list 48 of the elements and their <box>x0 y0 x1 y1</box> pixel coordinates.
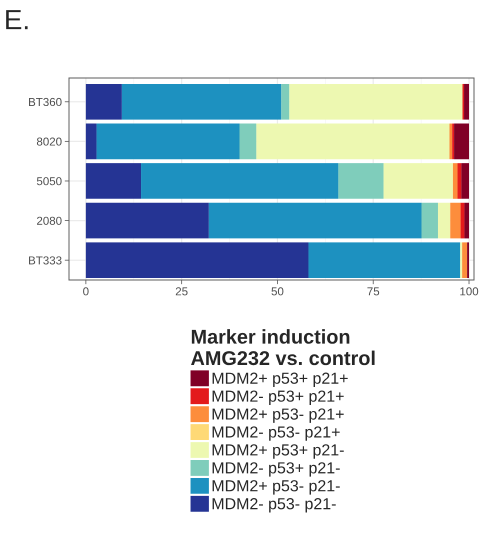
bar <box>452 163 458 199</box>
bar <box>86 242 308 278</box>
bar <box>384 163 453 199</box>
x-tick-label: 75 <box>367 287 380 296</box>
bar <box>86 202 209 238</box>
bar <box>450 202 461 238</box>
bar <box>289 84 463 120</box>
bar <box>464 84 470 120</box>
bar <box>96 124 240 160</box>
bar <box>86 124 97 160</box>
bar <box>240 124 256 160</box>
bar <box>460 202 464 238</box>
bar <box>208 202 422 238</box>
bar <box>438 202 450 238</box>
y-tick-label: BT333 <box>29 256 62 264</box>
bar <box>141 163 338 199</box>
legend-label: MDM2- p53+ p21+ <box>212 390 344 405</box>
bar <box>422 202 438 238</box>
bar <box>462 242 468 278</box>
bar <box>122 84 282 120</box>
bar <box>86 163 142 199</box>
x-tick-label: 50 <box>271 287 284 296</box>
bar <box>256 124 450 160</box>
y-tick-label: 2080 <box>36 216 62 225</box>
y-tick-label: BT360 <box>29 98 62 106</box>
legend-label: MDM2+ p53- p21+ <box>212 408 344 423</box>
bar <box>454 124 470 160</box>
legend-label: MDM2- p53- p21- <box>212 498 336 513</box>
x-tick-label: 100 <box>460 287 478 296</box>
legend-label: MDM2- p53- p21+ <box>212 426 340 441</box>
bar <box>86 84 122 120</box>
bar <box>308 242 460 278</box>
x-tick-label: 25 <box>176 287 188 296</box>
legend-label: MDM2+ p53- p21- <box>212 480 340 495</box>
legend-label: MDM2- p53+ p21- <box>212 462 340 477</box>
bar <box>458 163 462 199</box>
bar <box>281 84 290 120</box>
legend-label: MDM2+ p53+ p21+ <box>212 372 348 388</box>
bar <box>461 163 470 199</box>
y-tick-label: 5050 <box>36 177 62 186</box>
y-tick-label: 8020 <box>36 138 62 146</box>
legend-label: MDM2+ p53+ p21- <box>212 444 344 459</box>
bar <box>464 202 470 238</box>
bar <box>338 163 384 199</box>
chart-title: E. <box>6 10 28 30</box>
legend-title: Marker induction AMG232 vs. control <box>191 329 375 366</box>
x-tick-label: 0 <box>83 287 89 296</box>
bar <box>449 124 452 160</box>
